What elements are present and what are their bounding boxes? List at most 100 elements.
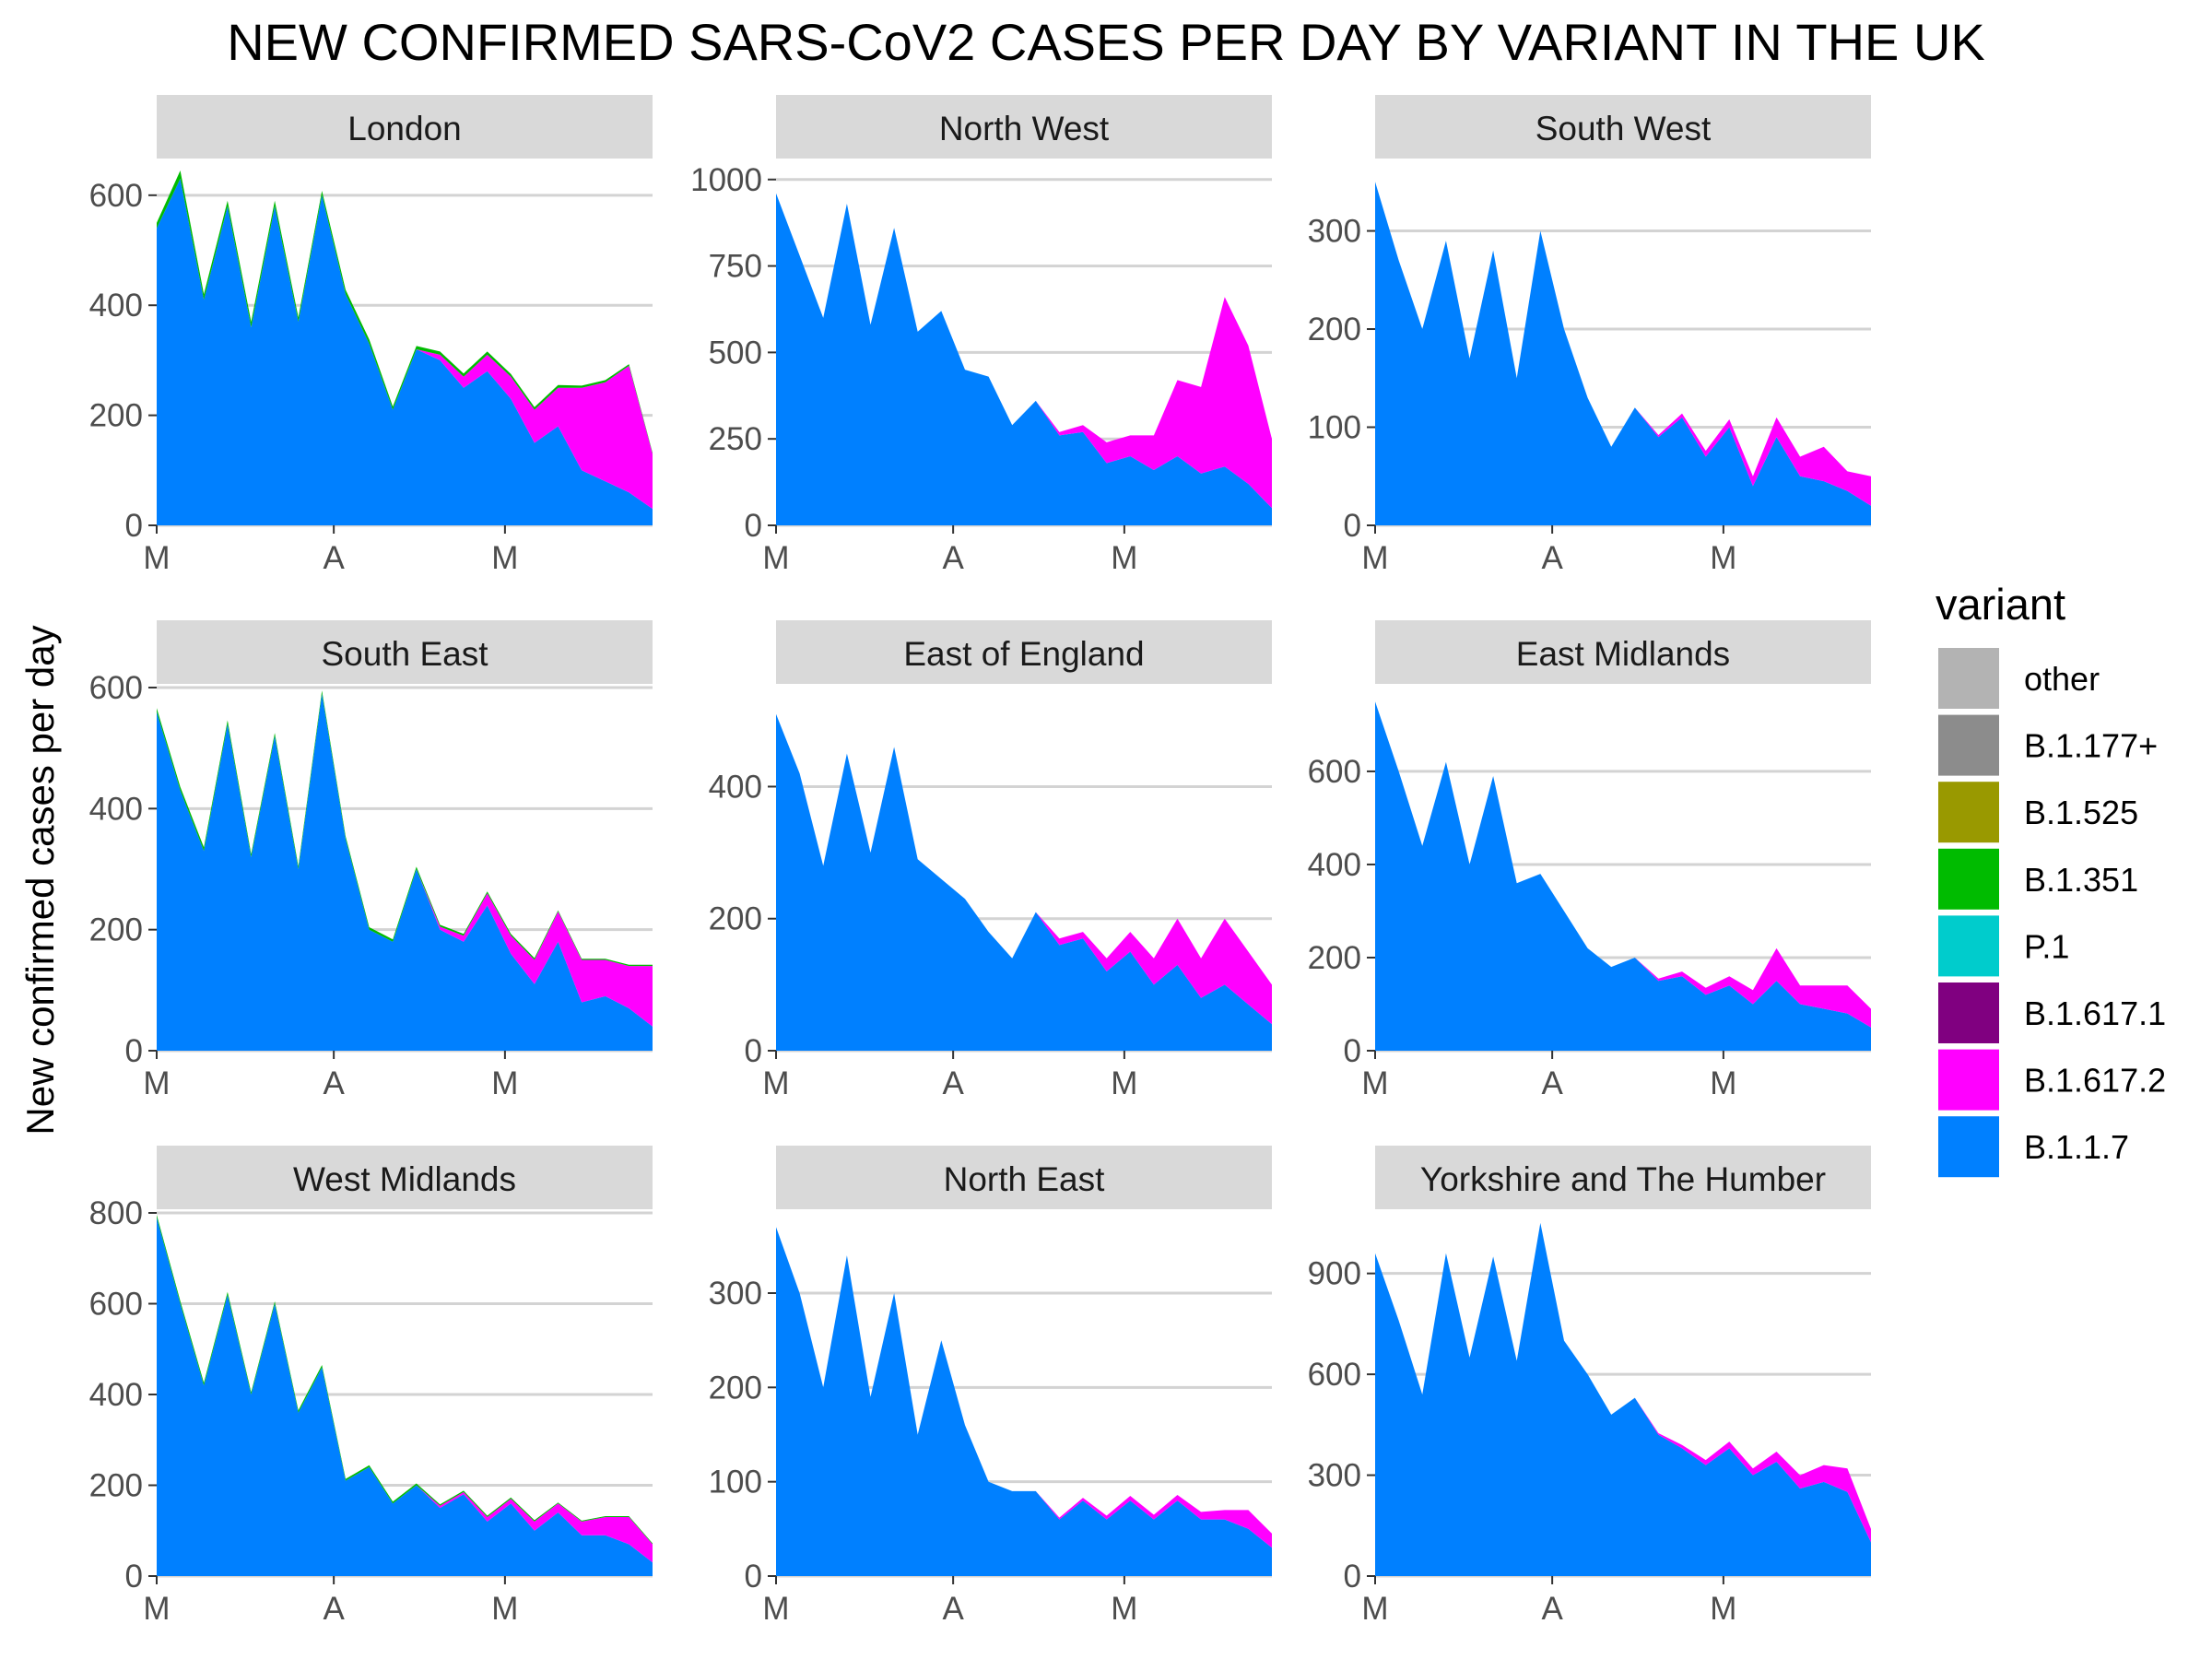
x-tick-label: M bbox=[491, 540, 518, 576]
y-tick-label: 500 bbox=[709, 335, 762, 371]
y-tick-label: 100 bbox=[1308, 410, 1361, 446]
strip-background bbox=[1375, 620, 1871, 684]
panel-west-midlands: West Midlands 0 200 400 600 800 M A M bbox=[89, 1146, 653, 1627]
x-tick-label: M bbox=[762, 540, 789, 576]
area-b-1-617-2 bbox=[157, 1217, 653, 1563]
y-tick-label: 0 bbox=[1344, 1033, 1361, 1069]
legend-label: P.1 bbox=[2024, 927, 2069, 965]
legend-label: B.1.617.1 bbox=[2024, 994, 2166, 1032]
strip-background bbox=[157, 95, 653, 159]
y-tick-label: 300 bbox=[1308, 214, 1361, 250]
area-b-1-1-7 bbox=[776, 193, 1272, 526]
legend-swatch bbox=[1938, 848, 1999, 910]
legend-title: variant bbox=[1936, 580, 2065, 629]
x-tick-label: M bbox=[143, 540, 170, 576]
strip-background bbox=[776, 1146, 1272, 1209]
area-b-1-1-7 bbox=[776, 713, 1272, 1051]
legend-swatch bbox=[1938, 714, 1999, 776]
x-tick-label: A bbox=[942, 1591, 964, 1627]
y-tick-label: 600 bbox=[1308, 1357, 1361, 1393]
legend-label: B.1.351 bbox=[2024, 861, 2138, 899]
x-tick-label: M bbox=[1111, 1591, 1137, 1627]
x-tick-label: M bbox=[491, 1065, 518, 1101]
x-tick-label: A bbox=[942, 540, 964, 576]
x-tick-label: M bbox=[1710, 1065, 1736, 1101]
x-tick-label: M bbox=[1111, 540, 1137, 576]
chart-title: NEW CONFIRMED SARS-CoV2 CASES PER DAY BY… bbox=[227, 13, 1985, 71]
legend-label: B.1.525 bbox=[2024, 794, 2138, 831]
y-tick-label: 750 bbox=[709, 249, 762, 285]
y-tick-label: 400 bbox=[1308, 847, 1361, 883]
y-tick-label: 600 bbox=[89, 1287, 143, 1323]
legend-swatch bbox=[1938, 1116, 1999, 1178]
y-tick-label: 400 bbox=[89, 791, 143, 827]
y-tick-label: 0 bbox=[1344, 1559, 1361, 1594]
x-tick-label: M bbox=[1710, 540, 1736, 576]
legend-item-b-1-525: B.1.525 bbox=[1938, 782, 2138, 843]
y-tick-label: 0 bbox=[745, 508, 762, 544]
legend-item-b-1-177: B.1.177+ bbox=[1938, 714, 2158, 776]
panel-north-east: North East 0 100 200 300 M A M bbox=[709, 1146, 1272, 1627]
x-tick-label: A bbox=[323, 1591, 345, 1627]
legend: variant other B.1.177+ B.1.525 B.1.351 P.1 B.1… bbox=[1936, 580, 2166, 1178]
strip-background bbox=[157, 1146, 653, 1209]
y-tick-label: 200 bbox=[89, 1468, 143, 1504]
y-tick-label: 0 bbox=[1344, 508, 1361, 544]
area-b-1-1-7 bbox=[1375, 1222, 1871, 1576]
y-tick-label: 200 bbox=[709, 1370, 762, 1406]
x-tick-label: M bbox=[143, 1591, 170, 1627]
y-tick-label: 0 bbox=[125, 1033, 143, 1069]
y-tick-label: 200 bbox=[89, 398, 143, 434]
y-tick-label: 0 bbox=[125, 508, 143, 544]
strip-label: North West bbox=[939, 110, 1110, 147]
legend-swatch bbox=[1938, 648, 1999, 709]
area-b-1-1-7 bbox=[1375, 182, 1871, 526]
legend-swatch bbox=[1938, 915, 1999, 977]
y-tick-label: 600 bbox=[89, 670, 143, 706]
x-tick-label: M bbox=[762, 1065, 789, 1101]
panel-east-of-england: East of England 0 200 400 M A M bbox=[709, 620, 1272, 1101]
y-tick-label: 300 bbox=[709, 1276, 762, 1312]
x-tick-label: M bbox=[1361, 1591, 1388, 1627]
y-tick-label: 0 bbox=[745, 1033, 762, 1069]
x-tick-label: M bbox=[762, 1591, 789, 1627]
y-tick-label: 200 bbox=[89, 912, 143, 948]
legend-item-p-1: P.1 bbox=[1938, 915, 2069, 977]
y-tick-label: 300 bbox=[1308, 1458, 1361, 1494]
x-tick-label: A bbox=[1541, 540, 1563, 576]
y-tick-label: 800 bbox=[89, 1195, 143, 1231]
area-b-1-617-2 bbox=[1375, 701, 1871, 1028]
x-tick-label: M bbox=[491, 1591, 518, 1627]
strip-background bbox=[157, 620, 653, 684]
strip-label: East Midlands bbox=[1516, 635, 1730, 673]
legend-item-b-1-1-7: B.1.1.7 bbox=[1938, 1116, 2129, 1178]
x-tick-label: A bbox=[323, 540, 345, 576]
x-tick-label: A bbox=[1541, 1591, 1563, 1627]
legend-label: B.1.617.2 bbox=[2024, 1062, 2166, 1100]
y-tick-label: 1000 bbox=[690, 162, 762, 198]
area-b-1-1-7 bbox=[157, 1217, 653, 1576]
strip-label: South East bbox=[321, 635, 488, 673]
strip-background bbox=[1375, 95, 1871, 159]
strip-background bbox=[776, 95, 1272, 159]
strip-label: East of England bbox=[903, 635, 1144, 673]
area-b-1-617-2 bbox=[157, 178, 653, 510]
panels: London 0 200 400 600 M A M North West 0 250 500 750 1… bbox=[89, 95, 1871, 1627]
x-tick-label: A bbox=[1541, 1065, 1563, 1101]
y-tick-label: 200 bbox=[1308, 312, 1361, 347]
y-tick-label: 250 bbox=[709, 421, 762, 457]
y-tick-label: 400 bbox=[89, 288, 143, 324]
legend-label: B.1.1.7 bbox=[2024, 1128, 2129, 1166]
strip-label: London bbox=[347, 110, 461, 147]
panel-east-midlands: East Midlands 0 200 400 600 M A M bbox=[1308, 620, 1871, 1101]
strip-label: North East bbox=[944, 1160, 1106, 1198]
panel-south-west: South West 0 100 200 300 M A M bbox=[1308, 95, 1871, 576]
panel-south-east: South East 0 200 400 600 M A M bbox=[89, 620, 653, 1101]
strip-background bbox=[1375, 1146, 1871, 1209]
y-tick-label: 100 bbox=[709, 1465, 762, 1500]
panel-north-west: North West 0 250 500 750 1000 M A M bbox=[690, 95, 1272, 576]
panel-yorkshire-and-the-humber: Yorkshire and The Humber 0 300 600 900 M A M bbox=[1308, 1146, 1871, 1627]
strip-background bbox=[776, 620, 1272, 684]
x-tick-label: A bbox=[942, 1065, 964, 1101]
